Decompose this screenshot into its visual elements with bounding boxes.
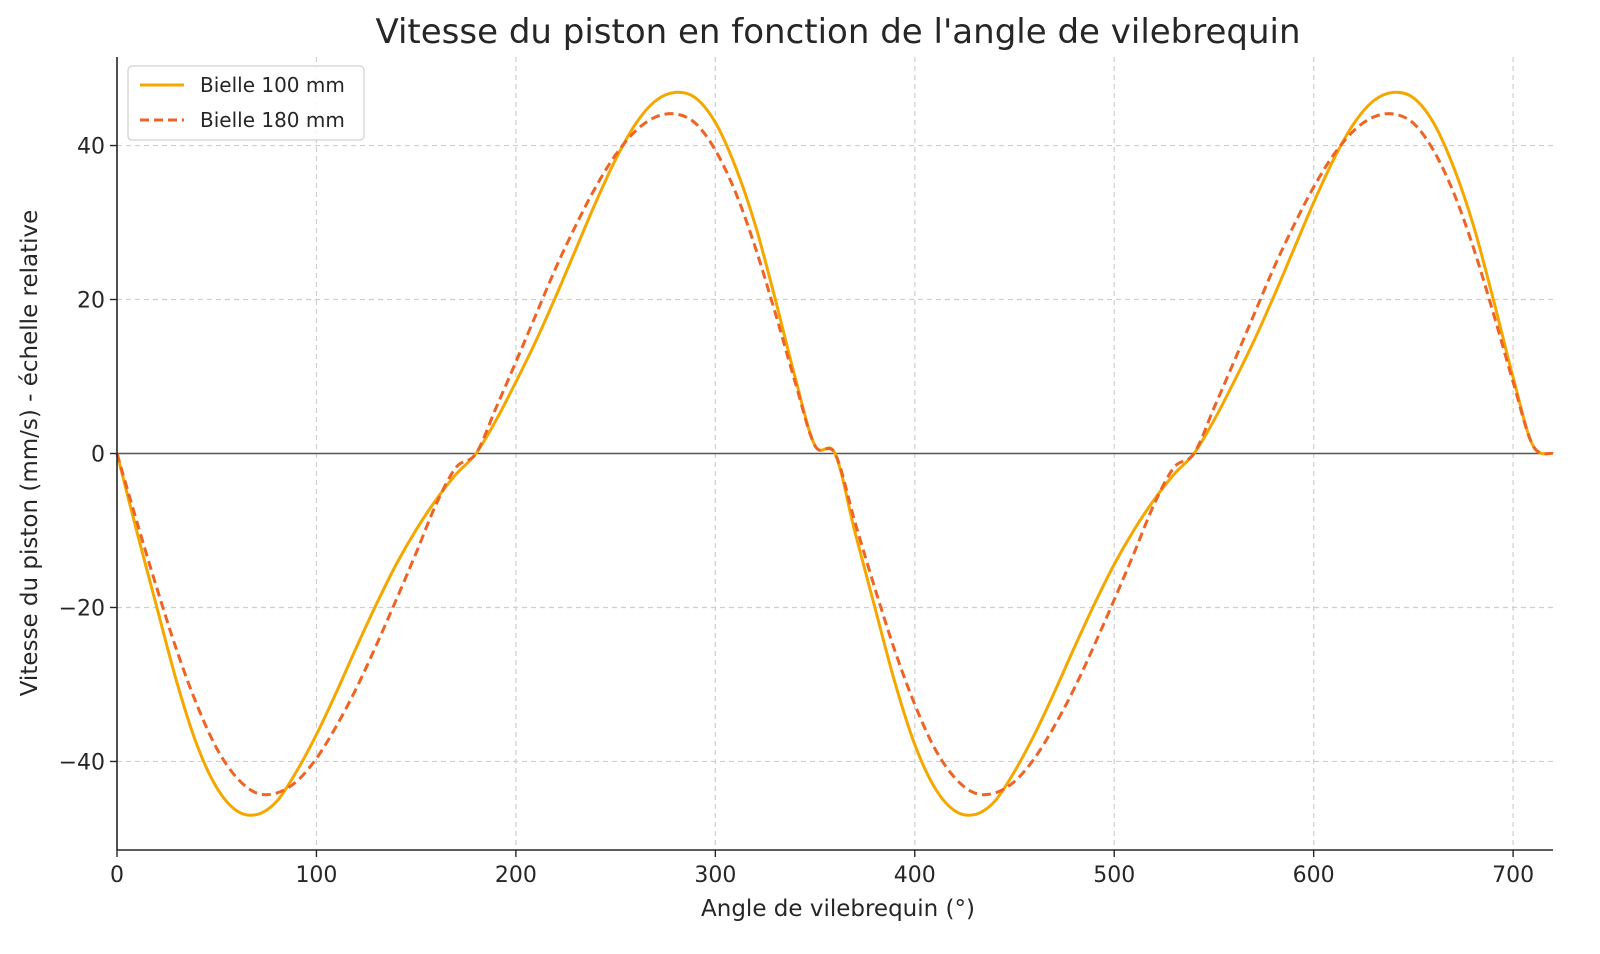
legend-box xyxy=(127,65,365,141)
legend-label-bielle-100: Bielle 100 mm xyxy=(200,73,345,97)
y-tick-label: 40 xyxy=(77,135,105,160)
tick-labels: 0 100 200 300 400 500 600 700 −40 −20 0 20 40 xyxy=(59,135,1535,888)
y-tick-label: −20 xyxy=(59,596,105,621)
y-tick-label: 20 xyxy=(77,289,105,314)
y-tick-label: −40 xyxy=(59,750,105,775)
chart-title: Vitesse du piston en fonction de l'angle… xyxy=(375,12,1300,52)
x-tick-label: 700 xyxy=(1492,863,1534,888)
y-axis-label: Vitesse du piston (mm/s) - échelle relat… xyxy=(17,210,43,697)
x-tick-label: 600 xyxy=(1293,863,1335,888)
x-tick-label: 200 xyxy=(495,863,537,888)
axes xyxy=(110,57,1553,857)
series-lines xyxy=(115,90,1554,817)
x-tick-label: 100 xyxy=(295,863,337,888)
series-line-bielle-100 xyxy=(115,90,1554,817)
x-tick-label: 500 xyxy=(1093,863,1135,888)
x-tick-label: 0 xyxy=(110,863,124,888)
series-line-bielle-180 xyxy=(115,112,1554,797)
legend: Bielle 100 mm Bielle 180 mm xyxy=(127,65,365,141)
x-tick-label: 400 xyxy=(894,863,936,888)
legend-label-bielle-180: Bielle 180 mm xyxy=(200,108,345,132)
x-tick-label: 300 xyxy=(694,863,736,888)
y-tick-label: 0 xyxy=(91,443,105,468)
x-axis-label: Angle de vilebrequin (°) xyxy=(701,896,975,922)
